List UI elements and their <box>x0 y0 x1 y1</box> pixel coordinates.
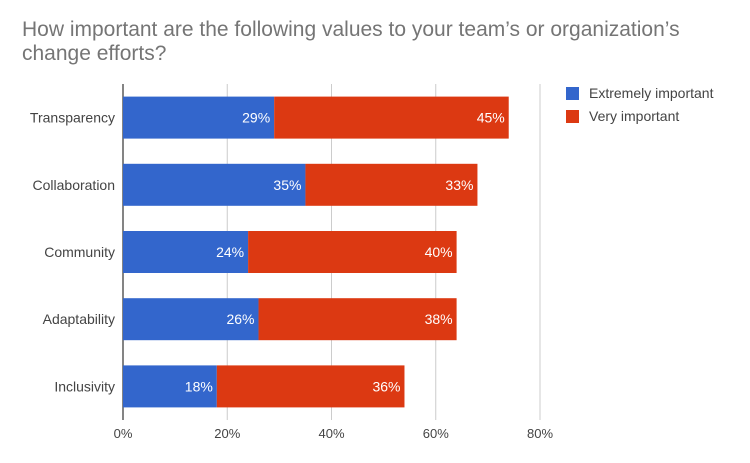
chart-title: How important are the following values t… <box>22 18 680 65</box>
data-label-transparency-extremely-important: 29% <box>242 110 270 126</box>
legend-item-extremely-important[interactable]: Extremely important <box>566 82 713 104</box>
bar-adaptability-extremely-important <box>123 298 259 341</box>
data-label-collaboration-very-important: 33% <box>445 177 473 193</box>
x-tick-label-40: 40% <box>318 426 344 441</box>
x-tick-label-20: 20% <box>214 426 240 441</box>
bar-collaboration-very-important <box>305 163 478 206</box>
x-tick-label-0: 0% <box>114 426 133 441</box>
legend-item-very-important[interactable]: Very important <box>566 105 713 127</box>
bar-adaptability-very-important <box>258 298 457 341</box>
bar-inclusivity-very-important <box>216 365 405 408</box>
bar-transparency-very-important <box>274 96 509 139</box>
bar-community-extremely-important <box>123 231 249 273</box>
data-label-inclusivity-extremely-important: 18% <box>185 378 213 394</box>
data-label-collaboration-extremely-important: 35% <box>273 177 301 193</box>
x-tick-label-80: 80% <box>527 426 553 441</box>
x-tick-label-60: 60% <box>423 426 449 441</box>
category-label-adaptability: Adaptability <box>43 311 115 327</box>
data-label-inclusivity-very-important: 36% <box>372 378 400 394</box>
data-label-community-very-important: 40% <box>425 244 453 260</box>
bar-community-very-important <box>248 231 457 273</box>
bar-collaboration-extremely-important <box>123 163 306 206</box>
legend-label-very-important: Very important <box>589 108 680 124</box>
category-label-community: Community <box>44 244 115 260</box>
category-label-transparency: Transparency <box>30 110 115 126</box>
data-label-transparency-very-important: 45% <box>477 110 505 126</box>
bar-inclusivity-extremely-important <box>123 365 217 408</box>
legend: Extremely important Very important <box>566 82 713 128</box>
data-label-adaptability-extremely-important: 26% <box>226 311 254 327</box>
data-label-adaptability-very-important: 38% <box>425 311 453 327</box>
legend-label-extremely-important: Extremely important <box>589 85 714 101</box>
legend-swatch-extremely-important <box>566 86 579 100</box>
category-label-collaboration: Collaboration <box>33 177 116 193</box>
category-label-inclusivity: Inclusivity <box>54 378 115 394</box>
bar-transparency-extremely-important <box>123 96 275 139</box>
data-label-community-extremely-important: 24% <box>216 244 244 260</box>
legend-swatch-very-important <box>566 109 579 123</box>
